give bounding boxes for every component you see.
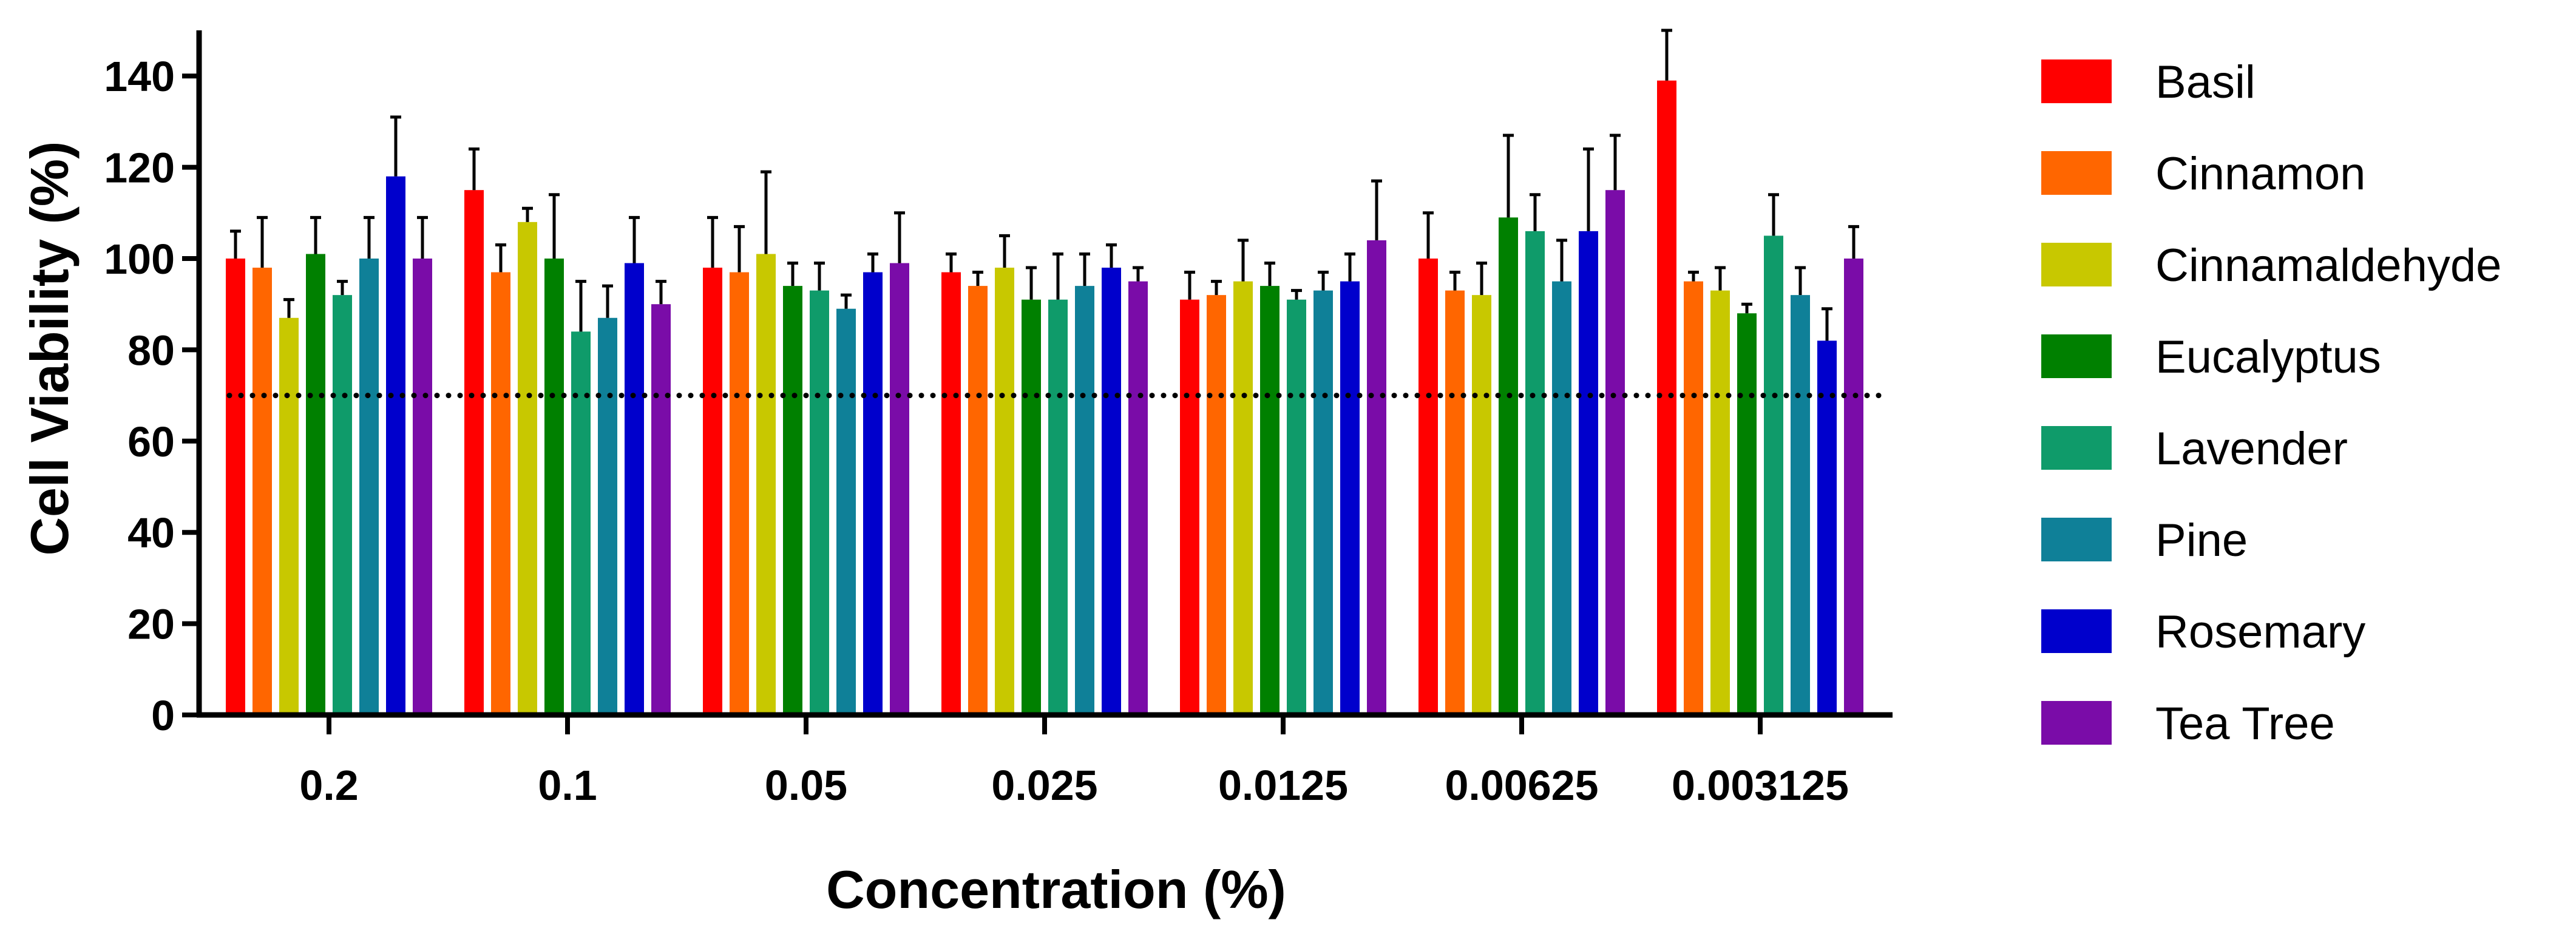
legend-swatch-lavender [2041,426,2112,470]
bar-cinnamaldehyde-0.1 [518,222,537,716]
y-tick-label-120: 120 [104,144,175,192]
bar-lavender-0.0125 [1287,299,1306,715]
bar-cinnamaldehyde-0.2 [279,317,299,715]
bar-tea-tree-0.00625 [1605,190,1625,715]
x-tick-label-0.2: 0.2 [299,762,358,809]
bar-lavender-0.003125 [1764,235,1783,715]
bar-lavender-0.00625 [1525,231,1545,715]
bar-tea-tree-0.05 [890,263,909,715]
bar-rosemary-0.05 [863,272,883,715]
bar-eucalyptus-0.2 [306,254,325,716]
bar-pine-0.025 [1075,286,1094,715]
legend-swatch-cinnamon [2041,151,2112,195]
bar-pine-0.1 [598,317,617,715]
bar-rosemary-0.2 [386,176,405,715]
bar-cinnamaldehyde-0.0125 [1233,281,1253,716]
bar-cinnamon-0.2 [253,268,272,715]
bar-basil-0.2 [226,259,245,715]
x-tick-label-0.003125: 0.003125 [1672,762,1849,809]
bar-basil-0.1 [464,190,484,715]
x-tick-label-0.025: 0.025 [991,762,1097,809]
bar-pine-0.00625 [1552,281,1571,716]
bar-cinnamon-0.05 [730,272,749,715]
x-tick-label-0.00625: 0.00625 [1445,762,1598,809]
bar-basil-0.00625 [1418,259,1438,715]
bar-eucalyptus-0.025 [1022,299,1041,715]
bar-cinnamon-0.003125 [1684,281,1703,716]
bar-cinnamaldehyde-0.05 [756,254,776,716]
y-tick-label-40: 40 [127,509,175,557]
legend-label-cinnamaldehyde: Cinnamaldehyde [2155,240,2501,291]
bar-pine-0.05 [836,308,856,716]
legend-swatch-pine [2041,518,2112,561]
bar-eucalyptus-0.1 [544,259,564,715]
bar-pine-0.003125 [1791,295,1810,715]
y-axis-title: Cell Viability (%) [19,141,80,556]
x-tick-label-0.0125: 0.0125 [1218,762,1348,809]
bar-eucalyptus-0.05 [783,286,802,715]
legend-label-rosemary: Rosemary [2155,606,2365,658]
bar-lavender-0.05 [810,290,829,715]
x-tick-label-0.1: 0.1 [538,762,597,809]
bar-tea-tree-0.2 [413,259,432,715]
x-tick-label-0.05: 0.05 [765,762,847,809]
y-tick-label-0: 0 [151,692,175,739]
y-tick-label-80: 80 [127,327,175,374]
bar-rosemary-0.025 [1102,268,1121,715]
bar-tea-tree-0.0125 [1367,240,1386,715]
bar-lavender-0.025 [1048,299,1068,715]
bar-tea-tree-0.003125 [1844,259,1863,715]
bar-basil-0.05 [703,268,722,715]
bar-rosemary-0.1 [625,263,644,715]
bar-rosemary-0.00625 [1579,231,1598,715]
bar-eucalyptus-0.00625 [1499,217,1518,715]
x-axis-title: Concentration (%) [826,859,1286,919]
legend-label-tea-tree: Tea Tree [2155,698,2335,750]
y-tick-label-100: 100 [104,235,175,283]
legend-swatch-basil [2041,59,2112,103]
bar-cinnamaldehyde-0.025 [995,268,1014,715]
legend-swatch-cinnamaldehyde [2041,243,2112,286]
bar-cinnamaldehyde-0.003125 [1710,290,1730,715]
bar-basil-0.025 [941,272,961,715]
bar-tea-tree-0.1 [651,304,671,715]
y-tick-label-60: 60 [127,418,175,465]
bar-eucalyptus-0.003125 [1737,313,1757,715]
bar-cinnamaldehyde-0.00625 [1472,295,1491,715]
bar-tea-tree-0.025 [1128,281,1148,716]
legend-swatch-tea-tree [2041,701,2112,745]
bar-cinnamon-0.1 [491,272,510,715]
bar-cinnamon-0.025 [968,286,988,715]
legend-label-basil: Basil [2155,56,2256,108]
bar-cinnamon-0.0125 [1207,295,1226,715]
bar-cinnamon-0.00625 [1445,290,1465,715]
bar-rosemary-0.003125 [1817,340,1837,715]
bar-lavender-0.2 [333,295,352,715]
legend-swatch-eucalyptus [2041,334,2112,378]
bar-pine-0.0125 [1313,290,1333,715]
legend-label-lavender: Lavender [2155,423,2348,475]
y-tick-label-20: 20 [127,601,175,648]
bar-lavender-0.1 [571,331,591,715]
bar-pine-0.2 [359,259,379,715]
legend-label-pine: Pine [2155,515,2248,566]
legend-label-eucalyptus: Eucalyptus [2155,331,2381,383]
y-tick-label-140: 140 [104,53,175,100]
legend-label-cinnamon: Cinnamon [2155,148,2365,200]
bar-basil-0.0125 [1180,299,1199,715]
bar-rosemary-0.0125 [1340,281,1360,716]
bar-eucalyptus-0.0125 [1260,286,1280,715]
legend-swatch-rosemary [2041,609,2112,653]
